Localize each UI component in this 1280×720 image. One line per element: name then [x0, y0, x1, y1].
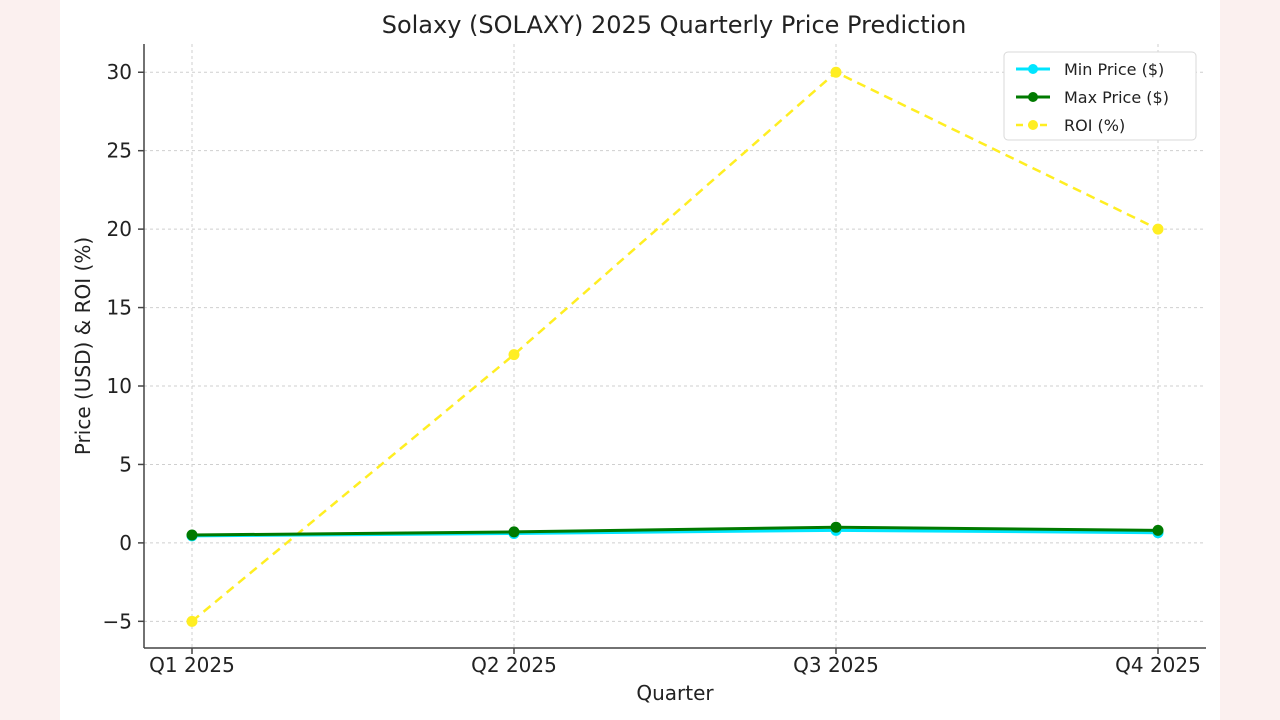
- y-ticks: −5 0 5 10 15 20 25 30: [103, 60, 144, 633]
- legend-label: Min Price ($): [1064, 60, 1164, 79]
- legend-marker: [1028, 92, 1038, 102]
- y-tick-label: −5: [103, 609, 132, 633]
- data-point-roi: [508, 349, 520, 361]
- y-tick-label: 10: [107, 374, 132, 398]
- legend-marker: [1028, 120, 1038, 130]
- data-point-roi: [186, 615, 198, 627]
- y-tick-label: 25: [107, 139, 132, 163]
- series-group: [186, 66, 1164, 627]
- x-tick-label: Q3 2025: [793, 653, 879, 677]
- data-point-roi: [1152, 223, 1164, 235]
- x-tick-label: Q4 2025: [1115, 653, 1201, 677]
- data-point-max-price: [1152, 524, 1164, 536]
- series-line-roi: [191, 70, 1159, 623]
- axes: [143, 44, 1206, 649]
- data-point-max-price: [830, 521, 842, 533]
- data-point-max-price: [508, 526, 520, 538]
- grid-lines: [144, 44, 1206, 648]
- data-point-roi: [830, 66, 842, 78]
- x-axis-label: Quarter: [636, 681, 714, 705]
- x-ticks: Q1 2025 Q2 2025 Q3 2025 Q4 2025: [149, 648, 1201, 677]
- chart-panel: Solaxy (SOLAXY) 2025 Quarterly Price Pre…: [60, 0, 1220, 720]
- legend-label: Max Price ($): [1064, 88, 1169, 107]
- series-line-max-price: [191, 525, 1159, 537]
- legend: Min Price ($) Max Price ($) ROI (%): [1003, 51, 1197, 141]
- x-tick-label: Q1 2025: [149, 653, 235, 677]
- y-tick-label: 15: [107, 296, 132, 320]
- legend-box: [1003, 51, 1197, 141]
- legend-marker: [1028, 64, 1038, 74]
- legend-label: ROI (%): [1064, 116, 1125, 135]
- y-tick-label: 30: [107, 60, 132, 84]
- chart-svg: Solaxy (SOLAXY) 2025 Quarterly Price Pre…: [71, 11, 1206, 705]
- y-tick-label: 0: [119, 531, 132, 555]
- y-axis-label: Price (USD) & ROI (%): [71, 237, 95, 455]
- data-point-max-price: [186, 529, 198, 541]
- y-tick-label: 5: [119, 452, 132, 476]
- x-tick-label: Q2 2025: [471, 653, 557, 677]
- chart-title: Solaxy (SOLAXY) 2025 Quarterly Price Pre…: [382, 11, 967, 39]
- y-tick-label: 20: [107, 217, 132, 241]
